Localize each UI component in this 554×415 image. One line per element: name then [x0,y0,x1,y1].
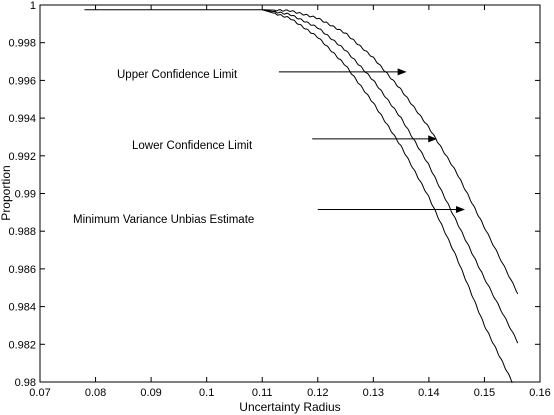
x-tick-label: 0.13 [363,387,384,399]
x-tick-label: 0.08 [85,387,106,399]
y-tick-label: 0.986 [8,264,36,276]
annotation-upper-confidence-limit: Upper Confidence Limit [117,68,407,81]
annotation-text: Upper Confidence Limit [117,69,238,81]
y-tick-label: 0.988 [8,226,36,238]
y-tick-label: 1 [30,0,36,12]
annotation-arrow-head [428,135,438,143]
x-tick-label: 0.12 [307,387,328,399]
y-axis-label: Proportion [0,165,13,220]
annotation-mvue: Minimum Variance Unbias Estimate [73,206,465,226]
annotation-lower-confidence-limit: Lower Confidence Limit [132,135,438,152]
series-line-2 [262,9,519,344]
annotation-arrow-head [456,206,465,214]
series-line-1 [84,9,519,295]
y-tick-label: 0.984 [8,302,36,314]
y-tick-label: 0.98 [15,377,36,389]
x-tick-label: 0.09 [140,387,161,399]
y-tick-label: 0.994 [8,113,36,125]
series-line-3 [262,9,513,383]
x-tick-label: 0.11 [252,387,273,399]
y-tick-label: 0.996 [8,75,36,87]
x-tick-label: 0.07 [29,387,50,399]
x-tick-label: 0.16 [529,387,550,399]
y-tick-label: 0.99 [15,189,36,201]
plot-frame [39,4,541,383]
annotation-text: Minimum Variance Unbias Estimate [73,214,254,226]
y-tick-label: 0.992 [8,151,36,163]
annotations: Upper Confidence Limit Lower Confidence L… [73,68,465,226]
x-tick-label: 0.15 [474,387,495,399]
x-tick-label: 0.14 [418,387,439,399]
y-tick-label: 0.998 [8,38,36,50]
annotation-arrow-head [397,68,407,76]
x-axis-ticks: 0.07 0.08 0.09 0.1 0.11 0.12 0.13 0.14 0.15 0.16 [29,5,551,399]
x-tick-label: 0.1 [199,387,214,399]
series-lines [84,9,519,383]
y-axis-ticks: 0.98 0.982 0.984 0.986 0.988 0.99 0.992 0.994 0.… [8,0,540,389]
y-tick-label: 0.982 [8,339,36,351]
x-axis-label: Uncertainty Radius [239,400,340,414]
annotation-text: Lower Confidence Limit [132,140,253,152]
